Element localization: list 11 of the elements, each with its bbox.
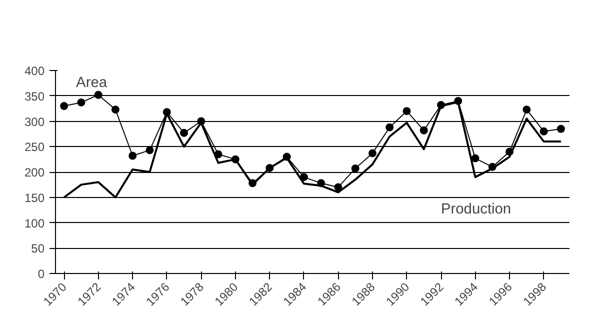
y-tick-label: 400 xyxy=(24,64,45,78)
y-tick-label: 250 xyxy=(24,140,45,154)
y-tick-label: 50 xyxy=(31,242,45,256)
text: Production xyxy=(441,202,512,218)
y-tick-label: 0 xyxy=(38,267,45,281)
y-tick-label: 300 xyxy=(24,114,45,129)
y-tick-label: 200 xyxy=(24,166,45,180)
series-label: Area xyxy=(76,74,108,91)
y-tick-label: 350 xyxy=(24,89,45,104)
y-tick-label: 100 xyxy=(24,216,45,230)
y-tick-label: 150 xyxy=(24,190,45,205)
